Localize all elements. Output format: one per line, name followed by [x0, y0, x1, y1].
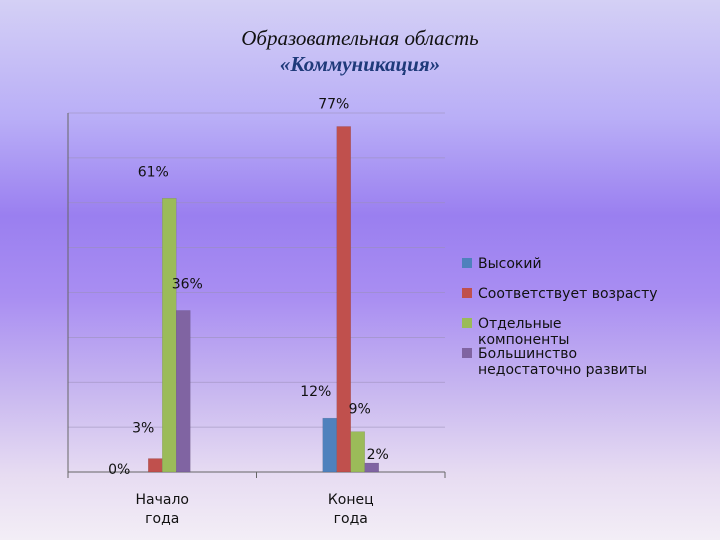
legend-label: Отдельные: [478, 316, 562, 332]
data-label: 12%: [300, 384, 331, 400]
chart-title: Образовательная область: [241, 26, 479, 50]
x-tick-label: Начало: [136, 492, 189, 508]
bar-отдельные-компоненты-1: [350, 431, 365, 473]
data-label: 77%: [318, 96, 349, 112]
data-label: 61%: [138, 164, 169, 180]
data-label: 0%: [108, 462, 130, 478]
legend-label: компоненты: [478, 332, 569, 348]
legend-label: Высокий: [478, 256, 542, 272]
x-tick-label: года: [334, 511, 368, 527]
x-tick-label: года: [145, 511, 179, 527]
bar-соответствует-возрасту-0: [148, 458, 163, 473]
bar-соответствует-возрасту-1: [336, 126, 351, 473]
legend-swatch: [462, 318, 472, 328]
legend-swatch: [462, 348, 472, 358]
data-label: 9%: [349, 402, 371, 418]
legend-swatch: [462, 258, 472, 268]
x-tick-label: Конец: [328, 492, 374, 508]
legend-label: Большинство: [478, 346, 577, 362]
chart-subtitle: «Коммуникация»: [279, 52, 441, 76]
data-label: 3%: [132, 421, 154, 437]
legend-label: Соответствует возрасту: [478, 286, 658, 302]
legend-swatch: [462, 288, 472, 298]
bar-большинство-недостаточно-развиты-1: [364, 462, 379, 473]
data-label: 36%: [172, 276, 203, 292]
bar-отдельные-компоненты-0: [162, 198, 177, 473]
legend-label: недостаточно развиты: [478, 362, 647, 378]
bar-большинство-недостаточно-развиты-0: [176, 310, 191, 473]
bar-высокий-1: [322, 417, 337, 473]
data-label: 2%: [367, 447, 389, 463]
